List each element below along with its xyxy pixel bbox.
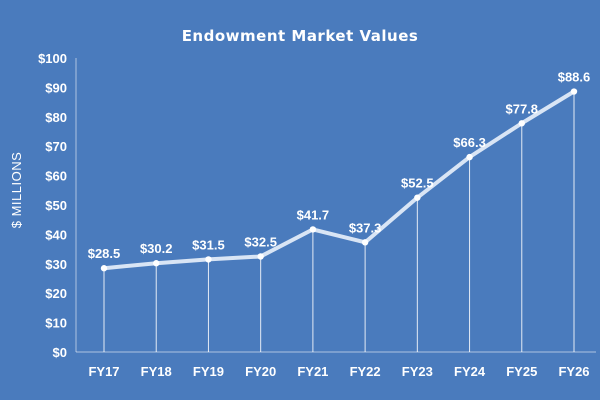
y-tick-label: $100: [38, 51, 67, 66]
y-axis-label: $ MILLIONS: [9, 152, 24, 229]
x-tick-label: FY26: [558, 364, 589, 379]
y-tick-label: $10: [45, 316, 67, 331]
y-tick-label: $20: [45, 286, 67, 301]
data-point: [466, 153, 473, 161]
data-label: $37.3: [349, 220, 382, 235]
data-label: $88.6: [558, 70, 591, 85]
chart-title: Endowment Market Values: [182, 27, 419, 45]
x-tick-label: FY17: [88, 364, 119, 379]
data-point: [361, 239, 369, 246]
x-tick-label: FY25: [506, 364, 537, 379]
data-label: $32.5: [244, 234, 277, 249]
series-line: [102, 89, 576, 271]
y-tick-label: $30: [45, 257, 67, 272]
y-tick-label: $90: [45, 80, 67, 95]
series-line-group: [102, 89, 576, 271]
data-point: [257, 253, 264, 260]
data-point: [518, 120, 525, 127]
x-ticks: FY17 FY18 FY19 FY20 FY21 FY22 FY23 FY24 FY25 FY26: [88, 364, 589, 379]
y-tick-label: $80: [45, 110, 67, 125]
data-point: [205, 256, 212, 263]
drop-lines: [103, 91, 575, 352]
y-tick-label: $70: [45, 139, 67, 154]
data-point: [570, 88, 578, 95]
data-points: [100, 88, 578, 272]
x-tick-label: FY19: [193, 364, 224, 379]
data-point: [309, 226, 317, 233]
x-tick-label: FY18: [141, 364, 172, 379]
y-ticks: $0 $10 $20 $30 $40 $50 $60 $70 $80 $90 $100: [38, 51, 67, 360]
data-label: $66.3: [453, 135, 486, 150]
y-tick-label: $40: [45, 227, 67, 242]
y-tick-label: $50: [45, 198, 67, 213]
x-tick-label: FY20: [245, 364, 276, 379]
data-label: $41.7: [297, 207, 330, 222]
data-point: [153, 260, 160, 267]
data-labels: $28.5 $30.2 $31.5 $32.5 $41.7 $37.3 $52.5 $66.3…: [88, 70, 591, 262]
data-label: $28.5: [88, 246, 121, 261]
x-tick-label: FY22: [350, 364, 381, 379]
x-tick-label: FY24: [454, 364, 486, 379]
x-tick-label: FY21: [297, 364, 328, 379]
data-point: [100, 265, 108, 272]
y-tick-label: $60: [45, 169, 67, 184]
data-label: $31.5: [192, 237, 225, 252]
data-point: [414, 194, 421, 201]
data-label: $30.2: [140, 241, 173, 256]
data-label: $52.5: [401, 176, 434, 191]
y-tick-label: $0: [53, 345, 67, 360]
x-tick-label: FY23: [402, 364, 433, 379]
data-label: $77.8: [506, 101, 539, 116]
